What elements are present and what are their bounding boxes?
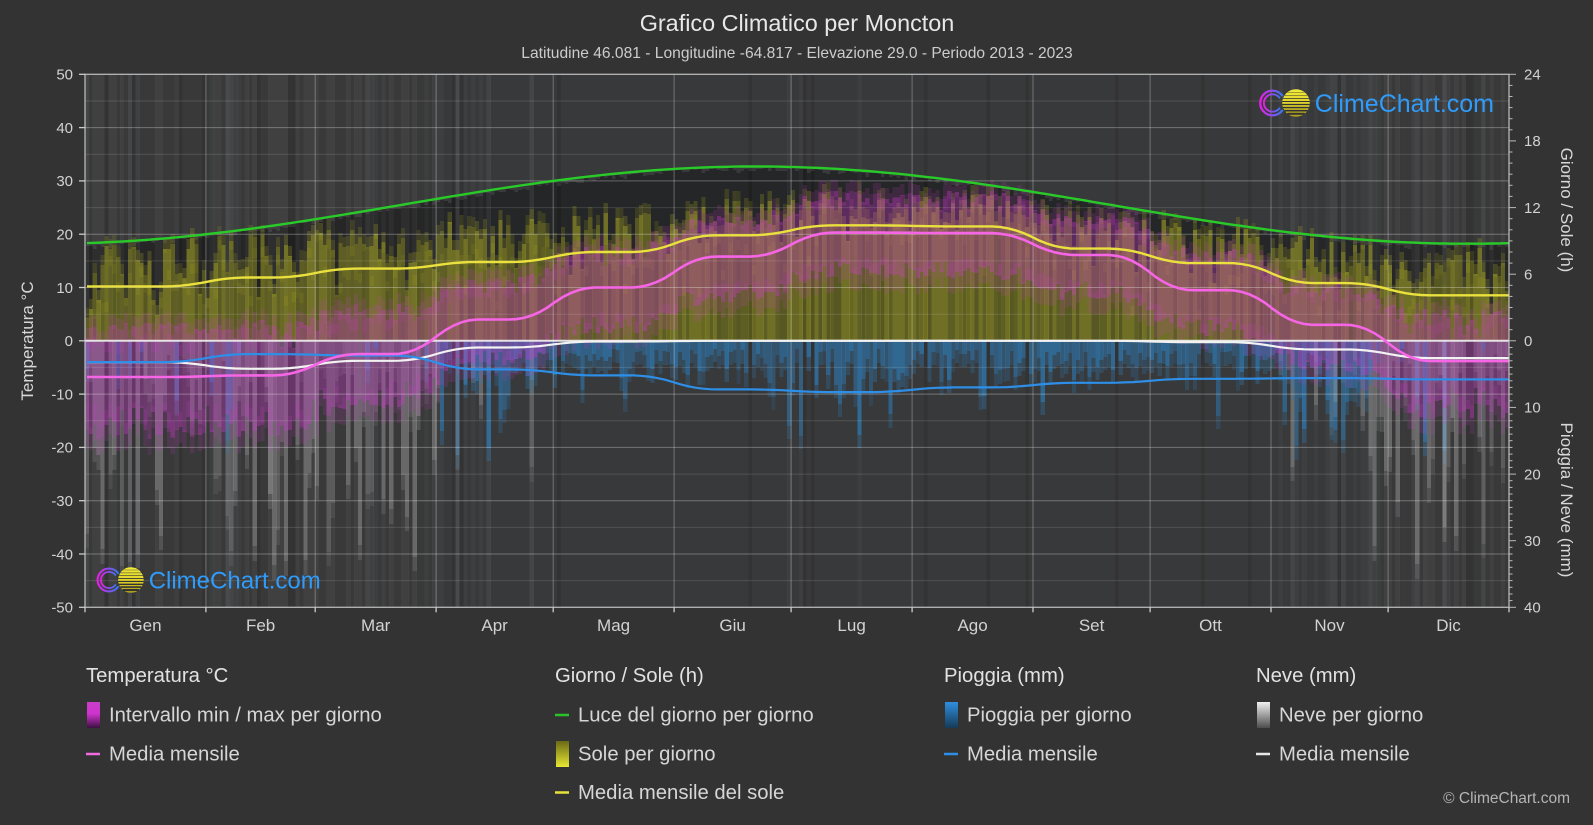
svg-text:Media mensile: Media mensile	[109, 744, 240, 766]
svg-text:Media mensile del sole: Media mensile del sole	[578, 782, 784, 804]
svg-text:Media mensile: Media mensile	[967, 744, 1098, 766]
svg-text:Lug: Lug	[837, 616, 865, 635]
svg-text:Ott: Ott	[1199, 616, 1222, 635]
svg-text:Temperatura °C: Temperatura °C	[18, 281, 37, 400]
svg-text:-20: -20	[51, 440, 73, 457]
svg-text:Giorno / Sole (h): Giorno / Sole (h)	[1557, 148, 1576, 273]
svg-text:Latitudine 46.081 - Longitudin: Latitudine 46.081 - Longitudine -64.817 …	[521, 45, 1072, 62]
svg-text:Ago: Ago	[957, 616, 987, 635]
svg-text:50: 50	[56, 67, 73, 84]
svg-text:Pioggia per giorno: Pioggia per giorno	[967, 705, 1132, 727]
svg-text:18: 18	[1524, 133, 1541, 150]
svg-text:Gen: Gen	[129, 616, 161, 635]
svg-text:40: 40	[56, 120, 73, 137]
svg-text:Pioggia (mm): Pioggia (mm)	[944, 665, 1065, 687]
svg-text:Dic: Dic	[1436, 616, 1461, 635]
svg-text:30: 30	[56, 173, 73, 190]
svg-text:Pioggia / Neve (mm): Pioggia / Neve (mm)	[1557, 423, 1576, 578]
svg-text:6: 6	[1524, 267, 1532, 284]
svg-text:Grafico Climatico per Moncton: Grafico Climatico per Moncton	[640, 10, 955, 36]
svg-text:-40: -40	[51, 546, 73, 563]
svg-text:20: 20	[1524, 466, 1541, 483]
svg-text:Neve (mm): Neve (mm)	[1256, 665, 1356, 687]
svg-text:Nov: Nov	[1314, 616, 1345, 635]
svg-text:12: 12	[1524, 200, 1541, 217]
svg-text:Sole per giorno: Sole per giorno	[578, 744, 716, 766]
svg-text:Apr: Apr	[481, 616, 508, 635]
svg-text:0: 0	[65, 333, 73, 350]
svg-text:30: 30	[1524, 533, 1541, 550]
svg-text:Neve per giorno: Neve per giorno	[1279, 705, 1423, 727]
svg-text:Intervallo min / max per giorn: Intervallo min / max per giorno	[109, 705, 382, 727]
svg-text:-10: -10	[51, 386, 73, 403]
svg-text:Temperatura °C: Temperatura °C	[86, 665, 228, 687]
svg-text:Set: Set	[1079, 616, 1105, 635]
svg-text:ClimeChart.com: ClimeChart.com	[149, 568, 321, 595]
svg-text:40: 40	[1524, 600, 1541, 617]
svg-text:Luce del giorno per giorno: Luce del giorno per giorno	[578, 705, 814, 727]
svg-text:24: 24	[1524, 67, 1541, 84]
svg-text:Feb: Feb	[246, 616, 275, 635]
svg-text:10: 10	[1524, 400, 1541, 417]
svg-text:0: 0	[1524, 333, 1532, 350]
svg-text:10: 10	[56, 280, 73, 297]
svg-text:-50: -50	[51, 600, 73, 617]
svg-text:Giu: Giu	[719, 616, 745, 635]
svg-text:Giorno / Sole (h): Giorno / Sole (h)	[555, 665, 704, 687]
svg-text:Mag: Mag	[597, 616, 630, 635]
svg-text:Mar: Mar	[361, 616, 391, 635]
svg-text:20: 20	[56, 227, 73, 244]
svg-text:© ClimeChart.com: © ClimeChart.com	[1443, 790, 1570, 807]
svg-text:-30: -30	[51, 493, 73, 510]
svg-text:ClimeChart.com: ClimeChart.com	[1315, 90, 1494, 118]
svg-text:Media mensile: Media mensile	[1279, 744, 1410, 766]
